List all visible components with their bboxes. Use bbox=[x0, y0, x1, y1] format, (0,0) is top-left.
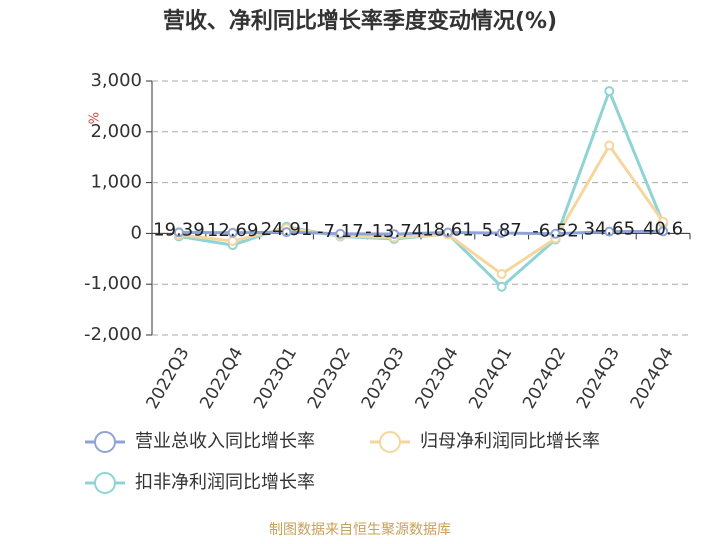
source-note: 制图数据来自恒生聚源数据库 bbox=[269, 522, 451, 538]
data-label: 5.87 bbox=[482, 220, 522, 241]
legend-label: 扣非净利润同比增长率 bbox=[135, 472, 315, 493]
legend-marker bbox=[379, 431, 401, 453]
y-tick-label: 3,000 bbox=[90, 70, 142, 91]
x-tick-label: 2024Q4 bbox=[627, 344, 678, 412]
y-axis-label: % bbox=[88, 112, 103, 124]
data-label: -7.17 bbox=[317, 221, 364, 242]
point bbox=[281, 227, 292, 238]
data-label: -13.74 bbox=[365, 221, 423, 242]
data-label: 18.61 bbox=[422, 219, 474, 240]
series-line bbox=[178, 86, 665, 289]
x-tick-label: 2024Q2 bbox=[519, 344, 570, 412]
series-line bbox=[178, 229, 664, 236]
point bbox=[604, 226, 615, 237]
point bbox=[442, 227, 453, 238]
point bbox=[658, 216, 669, 227]
point bbox=[335, 228, 346, 239]
x-tick-label: 2024Q1 bbox=[465, 344, 516, 412]
x-tick-label: 2023Q4 bbox=[412, 344, 463, 412]
series-line bbox=[178, 142, 665, 276]
data-label: 40.6 bbox=[643, 218, 683, 239]
point bbox=[496, 269, 507, 280]
legend-label: 营业总收入同比增长率 bbox=[135, 431, 315, 452]
y-tick-label: 0 bbox=[131, 222, 142, 243]
data-label: 24.91 bbox=[261, 219, 313, 240]
x-tick-label: 2023Q3 bbox=[358, 344, 409, 412]
data-label: -6.52 bbox=[532, 221, 579, 242]
point bbox=[173, 227, 184, 238]
data-label: 19.39 bbox=[153, 219, 205, 240]
x-tick-label: 2022Q4 bbox=[196, 344, 247, 412]
point bbox=[496, 228, 507, 239]
point bbox=[496, 281, 507, 292]
data-label: 12.69 bbox=[207, 220, 259, 241]
legend-label: 归母净利润同比增长率 bbox=[420, 431, 600, 452]
y-tick-label: -1,000 bbox=[84, 273, 142, 294]
legend-marker bbox=[94, 472, 116, 494]
point bbox=[389, 229, 400, 240]
point bbox=[658, 226, 669, 237]
point bbox=[604, 86, 615, 97]
y-tick-label: 2,000 bbox=[90, 121, 142, 142]
point bbox=[550, 228, 561, 239]
legend-marker bbox=[94, 431, 116, 453]
chart-title: 营收、净利同比增长率季度变动情况(%) bbox=[163, 8, 557, 34]
x-tick-label: 2024Q3 bbox=[573, 344, 624, 412]
point bbox=[604, 140, 615, 151]
data-label: 34.65 bbox=[584, 219, 636, 240]
x-tick-label: 2023Q1 bbox=[250, 344, 301, 412]
y-tick-label: -2,000 bbox=[84, 324, 142, 345]
x-tick-label: 2023Q2 bbox=[304, 344, 355, 412]
x-tick-label: 2022Q3 bbox=[143, 344, 194, 412]
point bbox=[227, 227, 238, 238]
y-tick-label: 1,000 bbox=[90, 172, 142, 193]
